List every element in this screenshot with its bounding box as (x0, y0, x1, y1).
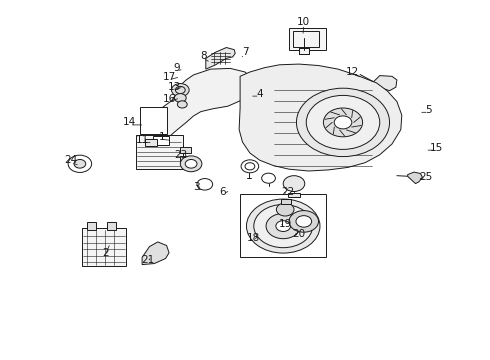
Circle shape (283, 176, 305, 192)
Text: 23: 23 (174, 150, 188, 160)
Circle shape (289, 211, 318, 232)
Text: 3: 3 (193, 182, 199, 192)
Bar (288, 193, 300, 197)
Text: 25: 25 (419, 172, 433, 182)
Text: 7: 7 (242, 47, 248, 57)
Bar (299, 48, 309, 54)
Text: 21: 21 (141, 255, 155, 265)
Circle shape (245, 163, 255, 170)
Polygon shape (372, 76, 397, 91)
Bar (281, 199, 291, 204)
Bar (145, 139, 157, 146)
Text: 15: 15 (429, 143, 443, 153)
Text: 2: 2 (102, 248, 109, 258)
Text: 6: 6 (220, 186, 226, 197)
Circle shape (74, 159, 86, 168)
Circle shape (306, 95, 380, 149)
Circle shape (296, 88, 390, 157)
Text: 12: 12 (346, 67, 360, 77)
Text: 22: 22 (281, 186, 295, 197)
Polygon shape (162, 68, 250, 140)
Circle shape (296, 216, 312, 227)
Text: 20: 20 (293, 229, 305, 239)
Circle shape (180, 156, 202, 172)
Circle shape (241, 160, 259, 173)
Circle shape (262, 173, 275, 183)
Text: 14: 14 (123, 117, 137, 127)
Circle shape (185, 159, 197, 168)
Text: 8: 8 (200, 51, 207, 61)
Polygon shape (408, 172, 422, 184)
Circle shape (197, 179, 213, 190)
Circle shape (323, 108, 363, 137)
Text: 5: 5 (425, 105, 432, 115)
Circle shape (177, 101, 187, 108)
Circle shape (172, 84, 189, 96)
Bar (107, 222, 116, 230)
Text: 13: 13 (167, 82, 181, 92)
Circle shape (68, 155, 92, 172)
Circle shape (334, 116, 352, 129)
Text: 4: 4 (256, 89, 263, 99)
Circle shape (276, 203, 294, 216)
Bar (240, 194, 326, 257)
Circle shape (246, 199, 320, 253)
Circle shape (266, 213, 300, 239)
Text: 10: 10 (297, 17, 310, 27)
Bar (153, 136, 169, 145)
Circle shape (254, 204, 313, 248)
Circle shape (276, 221, 291, 231)
Text: 11: 11 (135, 135, 149, 145)
Bar (293, 31, 319, 47)
Text: 16: 16 (162, 94, 176, 104)
Text: 24: 24 (64, 155, 78, 165)
Polygon shape (239, 64, 402, 171)
Polygon shape (142, 242, 169, 265)
Bar (87, 222, 96, 230)
Bar (180, 147, 191, 153)
Bar (82, 228, 126, 266)
Polygon shape (206, 48, 235, 69)
Bar (136, 135, 183, 169)
Bar (299, 48, 309, 54)
Text: 17: 17 (162, 72, 176, 82)
Circle shape (174, 94, 186, 102)
Bar (289, 28, 326, 50)
Bar (140, 107, 167, 134)
Text: 9: 9 (173, 63, 180, 73)
Text: 19: 19 (278, 219, 292, 229)
Bar (180, 156, 191, 162)
Text: 1: 1 (158, 132, 165, 142)
Text: 18: 18 (247, 233, 261, 243)
